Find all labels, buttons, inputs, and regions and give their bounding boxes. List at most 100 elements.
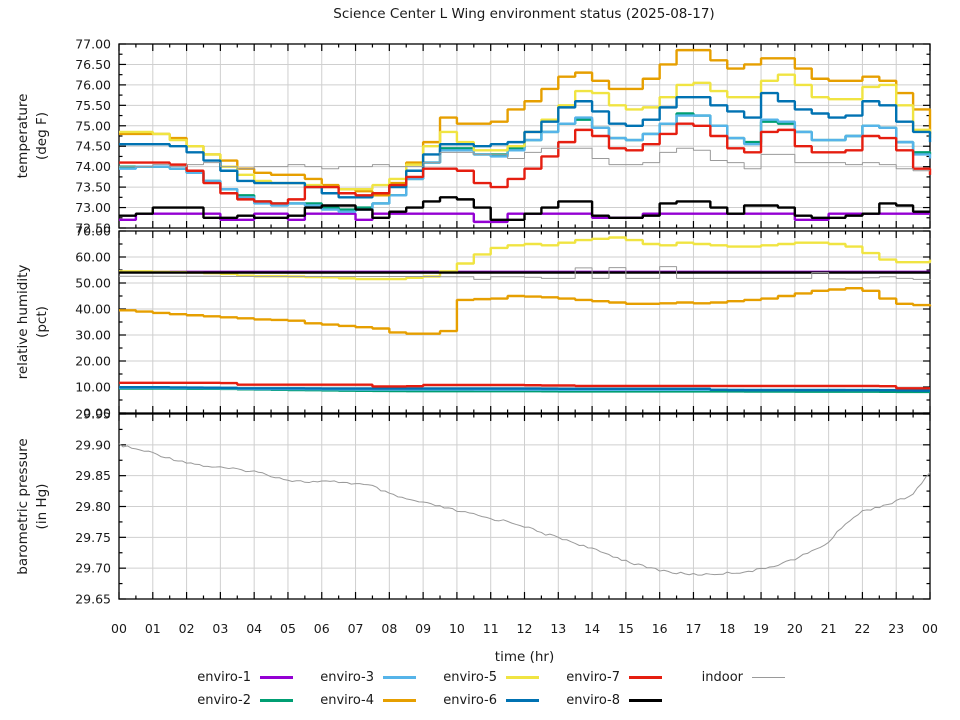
xtick-label: 11 <box>483 621 499 636</box>
ytick-label: 29.90 <box>75 437 111 452</box>
xtick-label: 08 <box>381 621 397 636</box>
legend-item-enviro-5: enviro-5 <box>440 666 539 689</box>
ytick-label: 29.80 <box>75 499 111 514</box>
xtick-label: 20 <box>787 621 803 636</box>
legend-item-enviro-2: enviro-2 <box>194 689 293 712</box>
legend-label: indoor <box>701 670 743 685</box>
xtick-label: 02 <box>179 621 195 636</box>
xtick-label: 23 <box>888 621 904 636</box>
xtick-label: 15 <box>618 621 634 636</box>
legend-line-swatch <box>383 676 416 679</box>
legend-item-enviro-3: enviro-3 <box>317 666 416 689</box>
ytick-label: 29.75 <box>75 530 111 545</box>
xtick-label: 10 <box>449 621 465 636</box>
xtick-label: 14 <box>584 621 600 636</box>
ytick-label: 29.85 <box>75 468 111 483</box>
xtick-label: 17 <box>686 621 702 636</box>
series-enviro-7-temperature <box>119 122 932 205</box>
xtick-label: 01 <box>145 621 161 636</box>
x-axis-title: time (hr) <box>495 649 554 665</box>
xtick-label: 06 <box>314 621 330 636</box>
legend-item-indoor: indoor <box>686 666 785 689</box>
series-enviro-8-temperature <box>119 196 930 222</box>
ytick-label: 40.00 <box>75 302 111 317</box>
legend-label: enviro-7 <box>566 670 620 685</box>
ytick-label: 70.00 <box>75 224 111 239</box>
y-axis-title: (pct) <box>34 306 50 338</box>
legend: enviro-1 enviro-2 enviro-3 enviro-4 envi… <box>194 666 785 712</box>
legend-label: enviro-5 <box>443 670 497 685</box>
y-axis-title: temperature <box>15 94 31 179</box>
legend-line-swatch <box>506 676 539 679</box>
xtick-label: 22 <box>854 621 870 636</box>
ytick-label: 74.50 <box>75 139 111 154</box>
legend-item-enviro-6: enviro-6 <box>440 689 539 712</box>
legend-label: enviro-6 <box>443 693 497 708</box>
xtick-label: 00 <box>922 621 938 636</box>
series-enviro-4-relative-humidity <box>119 287 932 335</box>
xtick-label: 07 <box>348 621 364 636</box>
ytick-label: 72.50 <box>75 221 111 236</box>
series-enviro-6-relative-humidity <box>119 386 930 392</box>
ytick-label: 77.00 <box>75 37 111 52</box>
series-enviro-7-relative-humidity <box>119 381 930 390</box>
legend-line-swatch <box>260 699 293 702</box>
ytick-label: 75.50 <box>75 98 111 113</box>
ytick-label: 10.00 <box>75 380 111 395</box>
legend-label: enviro-4 <box>320 693 374 708</box>
xtick-label: 03 <box>212 621 228 636</box>
legend-line-swatch <box>506 699 539 702</box>
xtick-label: 19 <box>753 621 769 636</box>
y-axis-title: (deg F) <box>34 112 50 160</box>
legend-line-swatch <box>383 699 416 702</box>
ytick-label: 50.00 <box>75 276 111 291</box>
xtick-label: 21 <box>821 621 837 636</box>
legend-item-enviro-8: enviro-8 <box>563 689 662 712</box>
legend-line-swatch <box>629 676 662 679</box>
series-enviro-6-temperature <box>119 91 932 199</box>
ytick-label: 76.00 <box>75 77 111 92</box>
series-indoor-barometric-pressure <box>118 443 931 576</box>
legend-line-swatch <box>752 677 785 678</box>
y-axis-title: relative humidity <box>15 265 31 380</box>
legend-line-swatch <box>629 699 662 702</box>
legend-label: enviro-8 <box>566 693 620 708</box>
panel-relative-humidity: 70.00 60.00 50.00 40.00 30.00 20.00 10.00 0.00 r… <box>15 224 932 421</box>
chart-title: Science Center L Wing environment status… <box>333 6 715 22</box>
ytick-label: 74.00 <box>75 159 111 174</box>
legend-label: enviro-3 <box>320 670 374 685</box>
xtick-label: 18 <box>719 621 735 636</box>
y-axis-title: (in Hg) <box>34 484 50 530</box>
ytick-label: 60.00 <box>75 250 111 265</box>
legend-item-enviro-1: enviro-1 <box>194 666 293 689</box>
panel-barometric-pressure: 29.95 29.90 29.85 29.80 29.75 29.70 29.65 barom… <box>15 407 931 607</box>
ytick-label: 29.70 <box>75 561 111 576</box>
ytick-label: 75.00 <box>75 118 111 133</box>
ytick-label: 29.65 <box>75 592 111 607</box>
xtick-label: 16 <box>652 621 668 636</box>
legend-line-swatch <box>260 676 293 679</box>
xtick-label: 05 <box>280 621 296 636</box>
ytick-label: 20.00 <box>75 354 111 369</box>
legend-label: enviro-2 <box>197 693 251 708</box>
x-axis-labels: 00 01 02 03 04 05 06 07 08 09 10 11 12 13 14 15 16 17 18 19… <box>111 621 938 665</box>
ytick-label: 0.00 <box>83 406 111 421</box>
ytick-label: 76.50 <box>75 57 111 72</box>
ytick-label: 30.00 <box>75 328 111 343</box>
xtick-label: 13 <box>550 621 566 636</box>
ytick-label: 29.95 <box>75 407 111 422</box>
panel-temperature: 77.00 76.50 76.00 75.50 75.00 74.50 74.00 73.50… <box>15 37 932 236</box>
legend-label: enviro-1 <box>197 670 251 685</box>
xtick-label: 12 <box>517 621 533 636</box>
series-enviro-4-temperature <box>119 48 932 197</box>
series-indoor-relative-humidity <box>119 266 931 280</box>
legend-item-enviro-4: enviro-4 <box>317 689 416 712</box>
xtick-label: 09 <box>415 621 431 636</box>
y-axis-title: barometric pressure <box>15 438 31 574</box>
xtick-label: 00 <box>111 621 127 636</box>
legend-item-enviro-7: enviro-7 <box>563 666 662 689</box>
ytick-label: 73.00 <box>75 200 111 215</box>
ytick-label: 73.50 <box>75 180 111 195</box>
